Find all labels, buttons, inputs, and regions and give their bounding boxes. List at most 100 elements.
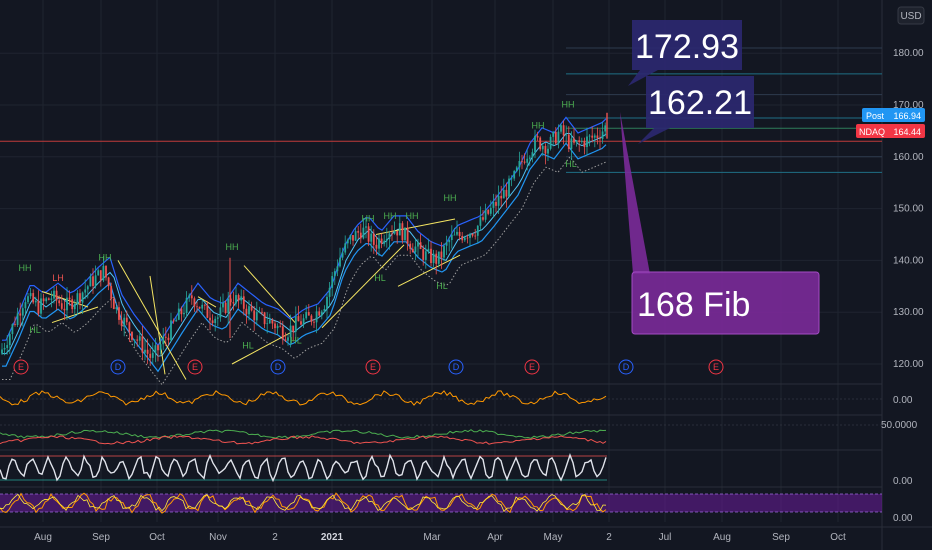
post-label: Post	[866, 111, 885, 121]
candle-body	[216, 317, 219, 319]
candle-body	[110, 286, 113, 299]
candle-body	[458, 231, 461, 237]
dividend-marker-label: D	[115, 362, 122, 372]
candle-body	[1, 349, 3, 354]
candle-body	[245, 308, 248, 315]
candle-body	[471, 233, 474, 236]
trend-line	[149, 275, 166, 375]
candle-body	[45, 298, 48, 302]
candle-body	[222, 302, 224, 308]
y-tick-label: 120.00	[893, 359, 924, 370]
earnings-marker-label: E	[713, 362, 719, 372]
candle-body	[534, 135, 536, 153]
candle-body	[263, 312, 266, 325]
candle-body	[578, 140, 581, 143]
trend-line	[321, 244, 405, 329]
candle-body	[346, 239, 349, 244]
candle-body	[188, 295, 191, 298]
candle-body	[250, 306, 253, 311]
candle-body	[583, 141, 586, 148]
candle-body	[398, 223, 401, 236]
candle-body	[544, 145, 547, 154]
indicator-line	[0, 390, 607, 406]
candle-body	[424, 251, 427, 260]
candle-body	[521, 161, 523, 162]
candle-body	[401, 223, 404, 241]
dividend-marker	[618, 359, 634, 375]
x-tick-label: Oct	[830, 532, 846, 543]
candle-body	[588, 135, 591, 137]
earnings-marker	[524, 359, 540, 375]
candle-body	[159, 344, 162, 351]
candle-body	[81, 292, 84, 303]
candle-body	[378, 238, 380, 249]
earnings-marker-label: E	[18, 362, 24, 372]
candle-body	[573, 138, 575, 143]
candle-body	[536, 135, 539, 138]
candle-body	[565, 134, 568, 136]
candle-body	[510, 178, 513, 180]
swing-label: LH	[52, 273, 64, 283]
candle-body	[76, 293, 79, 304]
candle-body	[411, 248, 414, 253]
candle-body	[300, 321, 302, 325]
dividend-marker-label: D	[275, 362, 282, 372]
dividend-marker	[270, 359, 286, 375]
candle-body	[554, 131, 557, 144]
dividend-marker	[448, 359, 464, 375]
candle-body	[209, 317, 211, 321]
candle-body	[89, 276, 92, 287]
candle-body	[549, 136, 552, 149]
candle-body	[318, 311, 321, 316]
post-price-badge: Post 166.94	[862, 108, 925, 122]
candle-body	[237, 295, 240, 301]
candle-body	[268, 319, 271, 324]
candle-body	[266, 323, 269, 325]
trend-line	[243, 265, 296, 323]
candlesticks	[1, 112, 608, 366]
candle-body	[492, 202, 495, 208]
candle-body	[190, 295, 193, 299]
swing-label: HL	[565, 159, 577, 169]
candle-body	[367, 226, 370, 242]
ndaq-price-badge: NDAQ 164.44	[856, 124, 925, 138]
post-value: 166.94	[893, 111, 921, 121]
swing-label: HH	[384, 211, 397, 221]
candle-body	[175, 319, 178, 322]
currency-box[interactable]	[897, 6, 925, 25]
swing-label: HH	[99, 252, 112, 262]
candle-body	[102, 265, 105, 281]
candle-body	[531, 152, 534, 158]
candle-body	[313, 321, 315, 323]
candle-body	[211, 320, 214, 324]
candle-body	[489, 207, 492, 214]
candle-body	[271, 319, 274, 324]
candle-body	[279, 325, 282, 327]
target-high-label: 172.93	[635, 28, 739, 66]
candle-body	[289, 325, 292, 338]
candle-body	[508, 178, 510, 197]
currency-label[interactable]: USD	[900, 11, 921, 22]
candle-body	[276, 325, 279, 329]
price-axis: 120.00 130.00 140.00 150.00 160.00 170.00 180.…	[893, 48, 924, 370]
candle-body	[513, 171, 516, 179]
target-mid-label: 162.21	[648, 84, 752, 122]
candle-body	[404, 227, 406, 241]
candle-body	[474, 235, 477, 237]
candle-body	[242, 296, 245, 309]
swing-label: HH	[406, 211, 419, 221]
candle-body	[406, 227, 409, 244]
candle-body	[430, 248, 432, 263]
x-tick-label: Aug	[34, 532, 52, 543]
candle-body	[484, 209, 487, 220]
candle-body	[328, 287, 331, 297]
candle-body	[151, 352, 154, 358]
candle-body	[604, 125, 607, 132]
x-tick-label: Apr	[487, 532, 503, 543]
candle-body	[66, 297, 68, 311]
indicator1-scale: 0.00	[893, 395, 913, 406]
indicator-line	[0, 453, 607, 483]
candle-body	[593, 135, 596, 138]
